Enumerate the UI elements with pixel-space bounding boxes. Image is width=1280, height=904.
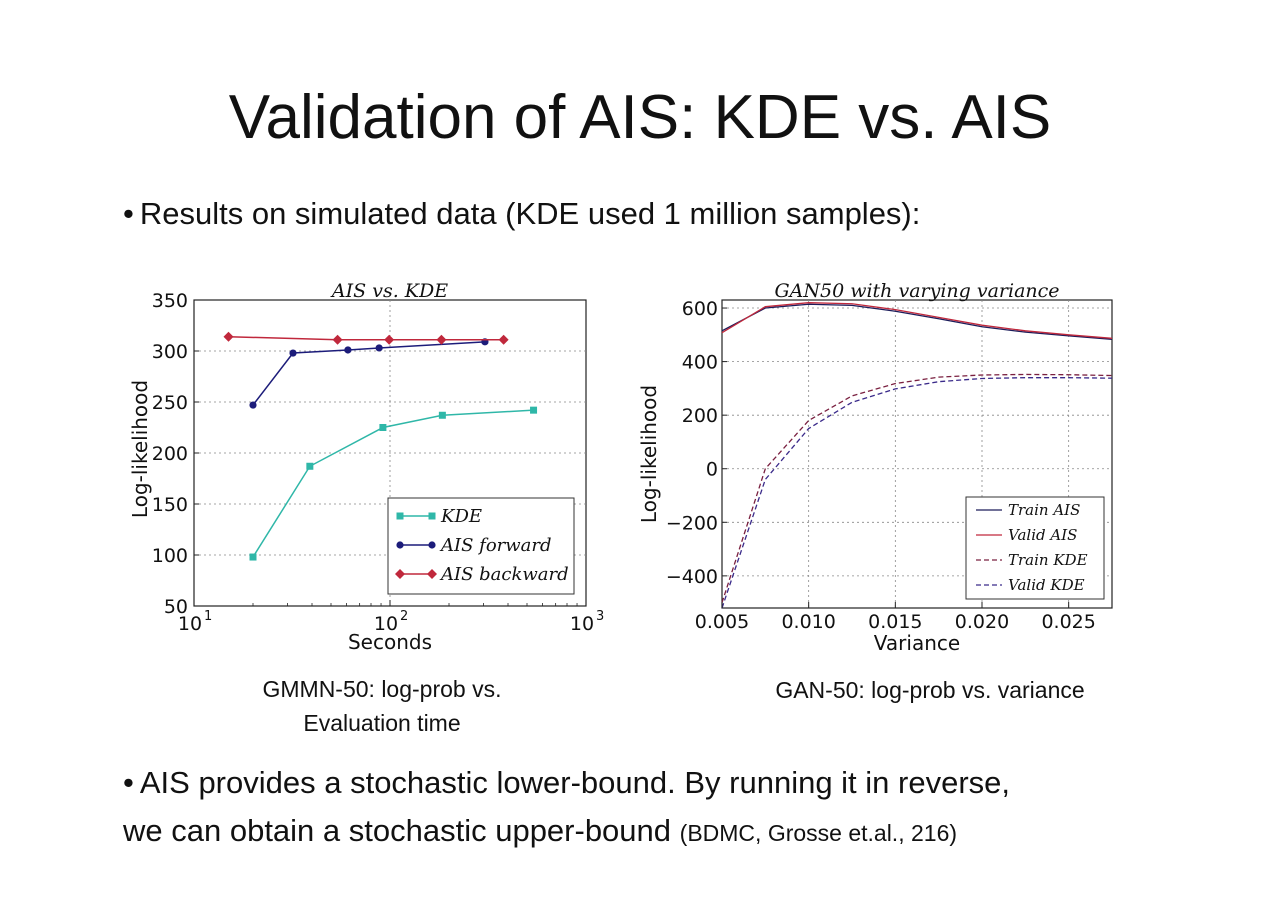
chart1-legend-marker-ais-forward — [428, 541, 436, 549]
bullet-ais-line1: AIS provides a stochastic lower-bound. B… — [139, 765, 1011, 800]
chart1-legend-item-ais-backward: AIS backward — [395, 564, 569, 585]
chart2-x-tick-label: 0.015 — [868, 611, 922, 633]
chart2-legend-item-valid-ais: Valid AIS — [976, 526, 1077, 544]
bullet-ais-line2: we can obtain a stochastic upper-bound — [123, 813, 672, 848]
chart2-y-label: Log-likelihood — [637, 385, 661, 523]
chart1-legend: KDE AIS forward AIS backward — [387, 497, 575, 595]
chart1-legend-marker-ais-forward — [396, 541, 404, 549]
chart1-point-ais-backward — [498, 334, 509, 345]
chart1-legend-label-ais-forward: AIS forward — [439, 535, 552, 556]
chart1-point-ais-backward — [436, 334, 447, 345]
chart2-x-tick-label: 0.025 — [1041, 611, 1095, 633]
chart1-point-ais-forward — [344, 346, 352, 354]
chart1-legend-marker-kde — [428, 512, 436, 520]
chart1-point-ais-forward — [375, 344, 383, 352]
bullet-ais-bound-cont: we can obtain a stochastic upper-bound (… — [123, 813, 957, 849]
chart2-line-train-kde — [721, 373, 1113, 603]
chart2-x-tick-label: 0.010 — [781, 611, 835, 633]
chart2-grid — [722, 300, 1112, 608]
slide-title: Validation of AIS: KDE vs. AIS — [228, 83, 1052, 152]
chart1-legend-marker-ais-backward — [427, 569, 437, 579]
chart1-point-ais-forward — [289, 349, 297, 357]
chart1-series-ais-backward — [223, 331, 509, 345]
caption-gmmn-line1: GMMN-50: log-prob vs. — [262, 676, 502, 702]
chart1-y-tick-label: 100 — [152, 545, 188, 567]
chart1-point-kde — [249, 553, 257, 561]
chart2-legend-label-valid-ais: Valid AIS — [1008, 526, 1077, 544]
chart1-point-ais-forward — [249, 401, 257, 409]
bullet-results-text: Results on simulated data (KDE used 1 mi… — [139, 196, 921, 231]
chart1-point-kde — [438, 411, 446, 419]
chart2-y-tick-label: 600 — [682, 298, 718, 320]
chart1-point-kde — [379, 424, 387, 431]
chart1-legend-marker-ais-backward — [395, 569, 405, 579]
chart1-x-tick-label: 10 — [178, 613, 202, 635]
chart1-y-tick-label: 300 — [152, 341, 188, 363]
chart2-legend: Train AIS Valid AIS Train KDE Valid KDE — [965, 496, 1105, 600]
chart2-legend-label-train-ais: Train AIS — [1008, 501, 1080, 519]
chart1-y-tick-label: 150 — [152, 494, 188, 516]
chart2-y-tick-label: −400 — [666, 566, 718, 588]
chart1-x-tick-exponent: 2 — [400, 609, 408, 624]
chart1-legend-item-kde: KDE — [396, 506, 482, 527]
chart2-x-tick-label: 0.005 — [695, 611, 749, 633]
bullet-ais-citation: (BDMC, Grosse et.al., 216) — [679, 820, 958, 846]
bullet-results: • Results on simulated data (KDE used 1 m… — [123, 196, 920, 232]
bullet-symbol: • — [123, 765, 134, 800]
chart1-point-kde — [530, 406, 538, 414]
chart1-point-kde — [306, 462, 314, 470]
chart1-x-ticks: 10 1 10 2 10 3 — [178, 600, 604, 635]
chart2-legend-item-train-kde: Train KDE — [976, 551, 1088, 569]
chart1-legend-box — [387, 497, 575, 595]
chart1-y-tick-label: 50 — [164, 596, 188, 618]
chart1-legend-marker-kde — [396, 512, 404, 520]
chart2-legend-item-train-ais: Train AIS — [976, 501, 1080, 519]
chart1-legend-label-kde: KDE — [440, 506, 482, 527]
chart1-title: AIS vs. KDE — [330, 280, 448, 302]
chart1-series-kde — [249, 406, 538, 561]
chart2-y-tick-label: 400 — [682, 352, 718, 374]
chart1-x-tick-exponent: 3 — [596, 609, 604, 624]
chart2-line-valid-kde — [721, 377, 1113, 609]
chart1-x-tick-exponent: 1 — [204, 609, 212, 624]
chart2-legend-label-train-kde: Train KDE — [1008, 551, 1088, 569]
chart1-series — [223, 331, 538, 561]
bullet-ais-bound: • AIS provides a stochastic lower-bound. … — [123, 765, 1010, 801]
chart2-legend-label-valid-kde: Valid KDE — [1008, 576, 1085, 594]
chart2-y-tick-label: −200 — [666, 512, 718, 534]
chart2-line-train-ais — [721, 303, 1113, 341]
chart1-series-ais-forward — [249, 338, 489, 409]
chart1-x-tick-label: 10 — [374, 613, 398, 635]
chart2-line-valid-ais — [721, 302, 1113, 339]
bullet-symbol: • — [123, 196, 134, 231]
chart1-point-ais-backward — [384, 334, 395, 345]
chart1-y-tick-label: 200 — [152, 443, 188, 465]
caption-gmmn: GMMN-50: log-prob vs. Evaluation time — [222, 672, 542, 740]
chart2-x-ticks: 0.005 0.010 0.015 0.020 0.025 — [695, 602, 1096, 633]
chart1-legend-label-ais-backward: AIS backward — [439, 564, 569, 585]
chart2-title: GAN50 with varying variance — [774, 280, 1059, 302]
chart1-y-label: Log-likelihood — [128, 380, 152, 518]
chart2-y-tick-label: 200 — [682, 405, 718, 427]
chart2-legend-item-valid-kde: Valid KDE — [976, 576, 1085, 594]
chart1-legend-item-ais-forward: AIS forward — [396, 535, 552, 556]
chart1-point-ais-backward — [223, 331, 234, 342]
chart1-y-tick-label: 250 — [152, 392, 188, 414]
chart2-x-label: Variance — [874, 631, 960, 655]
chart1-x-tick-label: 10 — [570, 613, 594, 635]
caption-gan: GAN-50: log-prob vs. variance — [775, 677, 1085, 703]
chart2-y-tick-label: 0 — [706, 459, 718, 481]
chart2-legend-box — [965, 496, 1105, 600]
chart1-x-label: Seconds — [348, 630, 432, 654]
chart2-y-ticks: 600 400 200 0 −200 −400 — [666, 298, 727, 588]
chart2-series — [721, 302, 1113, 609]
caption-gmmn-line2: Evaluation time — [303, 710, 461, 736]
chart2-x-tick-label: 0.020 — [955, 611, 1009, 633]
chart1-point-ais-backward — [332, 334, 343, 345]
chart1-y-ticks: 50 100 150 200 250 300 350 — [152, 290, 199, 618]
chart1-y-tick-label: 350 — [152, 290, 188, 312]
